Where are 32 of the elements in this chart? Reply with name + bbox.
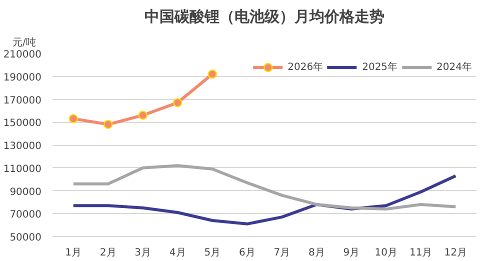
x-tick-label: 9月 bbox=[343, 248, 360, 258]
x-tick-label: 8月 bbox=[308, 248, 325, 258]
x-tick-label: 6月 bbox=[238, 248, 256, 258]
x-tick-label: 2月 bbox=[100, 248, 116, 258]
x-tick-label: 1月 bbox=[65, 248, 82, 258]
y-axis-title: 元/吨 bbox=[12, 36, 36, 48]
point bbox=[68, 114, 78, 124]
y-tick-label: 150000 bbox=[3, 118, 42, 130]
point bbox=[173, 98, 182, 108]
y-tick-label: 70000 bbox=[10, 210, 42, 221]
x-tick-label: 10月 bbox=[374, 248, 398, 258]
y-tick-label: 110000 bbox=[3, 164, 42, 175]
legend-label: 2026年 bbox=[288, 61, 324, 74]
x-tick-label: 4月 bbox=[169, 248, 186, 258]
legend-label: 2024年 bbox=[436, 61, 472, 74]
y-tick-label: 210000 bbox=[3, 50, 42, 60]
point bbox=[138, 110, 148, 120]
x-tick-label: 7月 bbox=[274, 248, 290, 258]
line-series bbox=[72, 164, 458, 211]
legend-label: 2025年 bbox=[362, 61, 398, 74]
y-tick-label: 190000 bbox=[3, 72, 42, 84]
point bbox=[104, 120, 113, 130]
x-tick-label: 3月 bbox=[134, 248, 152, 258]
y-tick-label: 170000 bbox=[3, 95, 42, 106]
chart-title: 中国碳酸锂（电池级）月均价格走势 bbox=[144, 8, 384, 26]
point bbox=[208, 69, 217, 79]
x-tick-label: 5月 bbox=[204, 248, 221, 258]
x-tick-label: 12月 bbox=[444, 248, 468, 258]
x-tick-label: 11月 bbox=[410, 248, 432, 258]
y-tick-label: 50000 bbox=[10, 232, 42, 244]
y-tick-label: 130000 bbox=[3, 141, 42, 152]
y-tick-label: 90000 bbox=[10, 186, 42, 198]
